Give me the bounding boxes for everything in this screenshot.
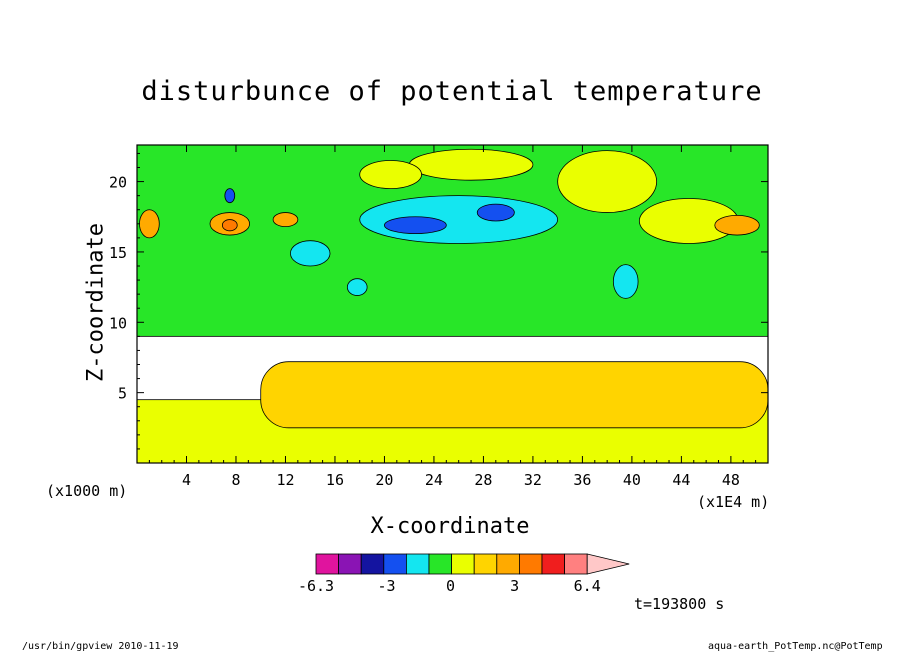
colorbar-label-3: 3: [510, 577, 519, 595]
x-tick-label-28: 28: [474, 471, 492, 489]
colorbar-segment-4: [405, 553, 430, 575]
colorbar-segment-6: [451, 553, 475, 575]
colorbar-label-0: -6.3: [298, 577, 334, 595]
x-tick-label-36: 36: [573, 471, 591, 489]
x-tick-label-20: 20: [375, 471, 393, 489]
yellow-blob-4: [359, 160, 422, 190]
colorbar-label-2: 0: [446, 577, 455, 595]
colorbar-segment-10: [541, 553, 566, 575]
orange-blob-3: [139, 209, 160, 239]
colorbar-segment-3: [383, 553, 407, 575]
cyan-blob-4: [346, 278, 368, 296]
x-tick-label-40: 40: [623, 471, 641, 489]
y-axis-label: Z-coordinate: [83, 223, 109, 382]
orange-blob-4: [272, 212, 299, 228]
blue-blob-3: [224, 188, 236, 204]
footer-program-date: /usr/bin/gpview 2010-11-19: [22, 641, 179, 652]
x-tick-label-4: 4: [182, 471, 191, 489]
cyan-region-1: [359, 195, 559, 244]
colorbar-segment-0: [315, 553, 340, 575]
plot-frame: [136, 144, 769, 464]
x-tick-label-32: 32: [524, 471, 542, 489]
colorbar-segment-8: [496, 553, 520, 575]
time-label: t=193800 s: [634, 595, 725, 613]
y-tick-label-5: 5: [118, 385, 127, 403]
x-tick-label-44: 44: [672, 471, 690, 489]
colorbar-label-1: -3: [377, 577, 395, 595]
y-tick-label-20: 20: [109, 174, 127, 192]
colorbar-segment-2: [360, 553, 385, 575]
yellow-blob-2: [408, 148, 534, 181]
colorbar-label-4: 6.4: [574, 577, 601, 595]
x-tick-label-12: 12: [276, 471, 294, 489]
x-unit-label: (x1E4 m): [697, 493, 770, 511]
cyan-blob-3: [612, 264, 639, 299]
red-blob-1: [221, 219, 238, 232]
footer-variable-name: aqua-earth_PotTemp.nc@PotTemp: [708, 641, 883, 652]
x-tick-label-8: 8: [231, 471, 240, 489]
x-axis-label: X-coordinate: [370, 514, 530, 539]
y-tick-label-10: 10: [109, 314, 127, 332]
x-tick-label-24: 24: [425, 471, 443, 489]
chart-title: disturbunce of potential temperature: [141, 76, 763, 107]
colorbar-segment-11: [564, 553, 588, 575]
yellow-blob-3: [557, 150, 658, 213]
cyan-blob-2: [290, 240, 331, 267]
x-tick-label-48: 48: [722, 471, 740, 489]
colorbar-arrow: [586, 553, 630, 575]
plot-area: [137, 145, 768, 463]
y-tick-label-15: 15: [109, 244, 127, 262]
colorbar-segment-7: [473, 553, 498, 575]
blue-blob-2: [476, 203, 515, 222]
z-unit-label: (x1000 m): [46, 482, 128, 500]
colorbar-segment-1: [338, 553, 362, 575]
blue-blob-1: [384, 216, 447, 235]
orange-blob-2: [714, 214, 760, 236]
colorbar: -6.3 -3 0 3 6.4: [298, 553, 630, 595]
colorbar-segment-5: [428, 553, 453, 575]
band-orange: [260, 361, 768, 429]
x-tick-label-16: 16: [326, 471, 344, 489]
colorbar-segment-9: [519, 553, 543, 575]
